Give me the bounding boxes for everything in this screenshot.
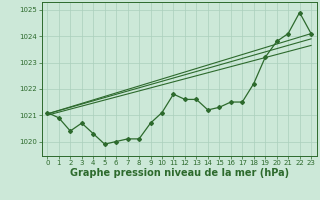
X-axis label: Graphe pression niveau de la mer (hPa): Graphe pression niveau de la mer (hPa) <box>70 168 289 178</box>
